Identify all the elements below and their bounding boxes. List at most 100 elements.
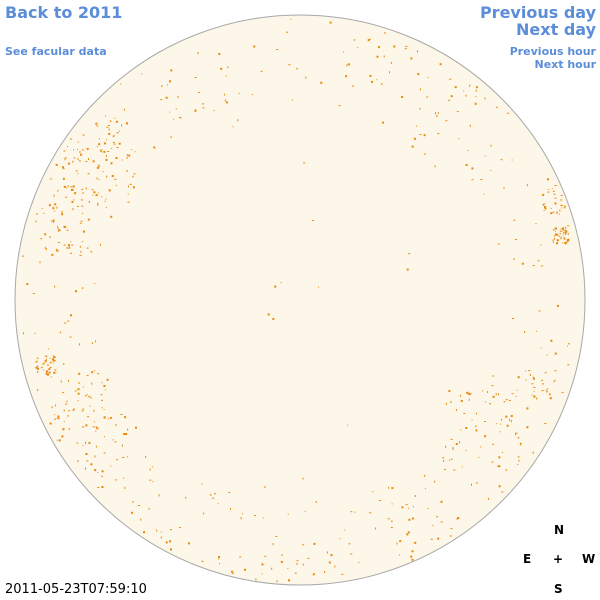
facula-speck — [302, 563, 304, 566]
facula-speck — [127, 193, 129, 195]
facula-speck — [37, 367, 40, 370]
facula-speck — [77, 460, 79, 463]
facula-speck — [526, 184, 528, 187]
facula-speck — [302, 477, 304, 480]
facula-speck — [560, 228, 562, 230]
facula-speck — [253, 45, 256, 48]
facula-speck — [271, 567, 273, 570]
facula-speck — [533, 377, 535, 380]
facula-speck — [95, 426, 97, 429]
facula-speck — [560, 233, 562, 235]
facula-speck — [495, 106, 498, 108]
facula-speck — [240, 517, 242, 520]
facula-speck — [80, 220, 83, 222]
facula-speck — [116, 147, 119, 148]
facula-speck — [466, 391, 469, 394]
facula-speck — [348, 543, 351, 545]
facula-speck — [68, 244, 70, 247]
facula-speck — [475, 96, 477, 98]
facula-speck — [302, 544, 305, 546]
facula-speck — [105, 198, 107, 200]
facula-speck — [115, 424, 117, 427]
facula-speck — [114, 178, 117, 180]
facula-speck — [76, 442, 79, 444]
next-hour-link[interactable]: Next hour — [534, 58, 597, 71]
facula-speck — [72, 160, 74, 163]
facula-speck — [77, 400, 79, 402]
facula-speck — [91, 371, 94, 374]
facula-speck — [185, 496, 187, 499]
facula-speck — [105, 158, 108, 161]
facular-data-link[interactable]: See facular data — [5, 45, 107, 58]
facula-speck — [85, 467, 86, 470]
facula-speck — [52, 355, 54, 357]
facula-speck — [79, 222, 82, 224]
facula-speck — [439, 63, 442, 66]
facula-speck — [391, 487, 394, 490]
facula-speck — [214, 493, 216, 495]
facula-speck — [408, 518, 411, 521]
facula-speck — [165, 96, 168, 99]
previous-day-link[interactable]: Previous day — [479, 3, 596, 22]
facula-speck — [511, 159, 513, 161]
facula-speck — [341, 573, 344, 575]
facula-speck — [101, 475, 103, 477]
facula-speck — [54, 369, 57, 371]
facula-speck — [23, 332, 24, 335]
facula-speck — [443, 468, 446, 470]
facula-speck — [238, 93, 240, 94]
facula-speck — [506, 424, 509, 427]
facula-speck — [546, 354, 548, 356]
facula-speck — [556, 239, 558, 241]
back-to-year-link[interactable]: Back to 2011 — [5, 3, 123, 22]
facula-speck — [372, 491, 374, 493]
facula-speck — [396, 542, 398, 545]
facula-speck — [52, 207, 55, 210]
facula-speck — [124, 486, 126, 489]
facula-speck — [58, 439, 61, 442]
facula-speck — [501, 452, 503, 453]
previous-hour-link[interactable]: Previous hour — [509, 45, 596, 58]
facula-speck — [560, 199, 563, 201]
facula-speck — [485, 401, 487, 403]
facula-speck — [440, 500, 443, 503]
facula-speck — [58, 229, 60, 232]
facula-speck — [98, 179, 100, 181]
facula-speck — [45, 248, 47, 251]
facula-speck — [414, 495, 416, 497]
facula-speck — [148, 508, 151, 510]
facula-speck — [560, 237, 562, 240]
facula-speck — [68, 379, 69, 382]
facula-speck — [513, 258, 515, 260]
facula-speck — [100, 149, 103, 151]
facula-speck — [85, 424, 88, 427]
facula-speck — [57, 242, 60, 244]
facula-speck — [103, 409, 105, 410]
facula-speck — [553, 235, 555, 237]
facula-speck — [505, 469, 507, 472]
facula-speck — [460, 399, 463, 402]
facula-speck — [87, 416, 90, 418]
facula-speck — [497, 243, 500, 245]
facula-speck — [77, 158, 79, 161]
facula-speck — [93, 370, 95, 371]
facula-speck — [101, 399, 104, 401]
facula-speck — [96, 427, 99, 430]
solar-disk — [14, 14, 586, 586]
next-day-link[interactable]: Next day — [516, 20, 596, 39]
facula-speck — [296, 560, 299, 562]
facula-speck — [86, 147, 89, 150]
facula-speck — [330, 554, 333, 557]
facula-speck — [114, 479, 117, 481]
facula-speck — [114, 117, 116, 119]
facula-speck — [294, 572, 297, 574]
facula-speck — [53, 359, 56, 362]
facula-speck — [47, 373, 49, 376]
facula-speck — [213, 109, 215, 111]
facula-speck — [82, 426, 84, 428]
facula-speck — [218, 558, 220, 560]
facula-speck — [226, 101, 228, 104]
facula-speck — [40, 366, 43, 368]
facula-speck — [384, 32, 386, 34]
facula-speck — [556, 239, 559, 242]
